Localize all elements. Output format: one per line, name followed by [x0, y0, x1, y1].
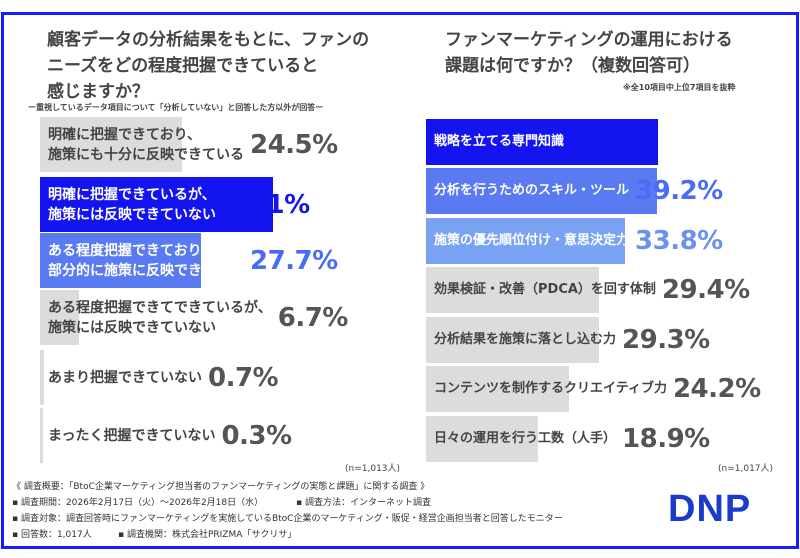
value-label: 24.2%: [672, 374, 761, 404]
bar: [426, 317, 599, 363]
survey-period: ▪ 調査期間：2026年2月17日（火）～2026年2月18日（水）: [12, 498, 264, 508]
bar: [426, 119, 659, 165]
bar: [40, 350, 45, 405]
bar-row: 日々の運用を行う工数（人手） 18.9%: [426, 416, 710, 462]
title-line: ニーズをどの程度把握できていると: [47, 56, 319, 76]
category-label: 日々の運用を行う工数（人手）: [434, 431, 617, 446]
bar-row: 分析を行うためのスキル・ツール 39.2%: [426, 168, 723, 214]
bar-row: 戦略を立てる専門知識 39.4%: [426, 119, 659, 165]
bar-row: コンテンツを制作するクリエイティブ力 24.2%: [426, 366, 761, 412]
bar: [426, 168, 658, 214]
value-label: 27.7%: [250, 245, 338, 276]
value-label: 29.4%: [661, 275, 750, 305]
value-label: 0.3%: [221, 420, 292, 451]
bar: [40, 408, 43, 463]
category-label: 分析を行うためのスキル・ツール: [434, 183, 630, 198]
left-sample-size: (n=1,013人): [345, 464, 401, 474]
title-line: 顧客データの分析結果をもとに、ファンの: [47, 30, 370, 50]
bar-row: まったく把握できていない 0.3%: [40, 408, 292, 463]
right-chart-title: ファンマーケティングの運用における 課題は何ですか？（複数回答可）: [445, 27, 733, 79]
value-label: 0.7%: [208, 362, 279, 393]
left-chart-title: 顧客データの分析結果をもとに、ファンの ニーズをどの程度把握できていると 感じま…: [47, 27, 369, 105]
category-label: まったく把握できていない: [48, 427, 216, 444]
title-line: ファンマーケティングの運用における: [445, 30, 733, 50]
category-label: 明確に把握できており、 施策にも十分に反映できている: [48, 126, 244, 163]
respondent-count: ▪ 回答数：1,017人: [12, 530, 92, 540]
bar: [426, 267, 600, 313]
bar-row: ある程度把握できてできているが、 施策には反映できていない 6.7%: [40, 290, 348, 345]
value-label: 40.1%: [222, 189, 310, 220]
bar-row: ある程度把握できており、 部分的に施策に反映できている 27.7%: [40, 233, 338, 288]
survey-method: ▪ 調査方法：インターネット調査: [296, 498, 431, 508]
survey-overview: 《 調査概要：「BtoC企業マーケティング担当者のファンマーケティングの実態と課…: [12, 482, 430, 492]
title-line: 感じますか？: [47, 82, 149, 102]
right-sample-size: (n=1,017人): [718, 464, 774, 474]
bar: [40, 177, 273, 232]
value-label: 39.4%: [570, 127, 658, 157]
bar-row: 分析結果を施策に落とし込む力 29.3%: [426, 317, 710, 363]
title-line: 課題は何ですか？（複数回答可）: [445, 56, 700, 76]
category-label: コンテンツを制作するクリエイティブ力: [434, 381, 667, 396]
value-label: 39.2%: [635, 176, 723, 206]
value-label: 24.5%: [250, 129, 338, 160]
category-label: あまり把握できていない: [48, 369, 202, 386]
bar-row: 施策の優先順位付け・意思決定力 33.8%: [426, 218, 723, 264]
bar: [40, 290, 79, 345]
survey-agency: ▪ 調査機関：株式会社PRIZMA「サクリサ」: [118, 530, 297, 540]
bar-row: 明確に把握できているが、 施策には反映できていない 40.1%: [40, 177, 310, 232]
value-label: 33.8%: [635, 226, 723, 256]
frame: [1, 12, 799, 549]
bar: [426, 366, 569, 412]
bar: [40, 233, 201, 288]
value-label: 18.9%: [622, 424, 710, 454]
category-label: ある程度把握できてできているが、 施策には反映できていない: [48, 299, 272, 336]
left-chart-subtitle: ー重視しているデータ項目について「分析していない」と回答した方以外が回答ー: [28, 103, 324, 112]
bar-row: 明確に把握できており、 施策にも十分に反映できている 24.5%: [40, 117, 338, 172]
bar-row: あまり把握できていない 0.7%: [40, 350, 279, 405]
category-label: 分析結果を施策に落とし込む力: [434, 332, 617, 347]
bar: [40, 117, 183, 172]
right-chart-subtitle: ※全10項目中上位7項目を抜粋: [623, 83, 736, 92]
bar-row: 効果検証・改善（PDCA）を回す体制 29.4%: [426, 267, 750, 313]
value-label: 29.3%: [622, 325, 710, 355]
bar: [426, 218, 626, 264]
category-label: 効果検証・改善（PDCA）を回す体制: [434, 282, 656, 297]
bar: [426, 416, 538, 462]
survey-target: ▪ 調査対象：調査回答時にファンマーケティングを実施しているBtoC企業のマーケ…: [12, 514, 563, 524]
category-label: 施策の優先順位付け・意思決定力: [434, 233, 630, 248]
value-label: 6.7%: [277, 302, 349, 333]
category-label: 明確に把握できているが、 施策には反映できていない: [48, 186, 216, 223]
dnp-logo: DNP: [668, 488, 752, 530]
category-label: 戦略を立てる専門知識: [434, 134, 565, 149]
category-label: ある程度把握できており、 部分的に施策に反映できている: [48, 242, 244, 279]
